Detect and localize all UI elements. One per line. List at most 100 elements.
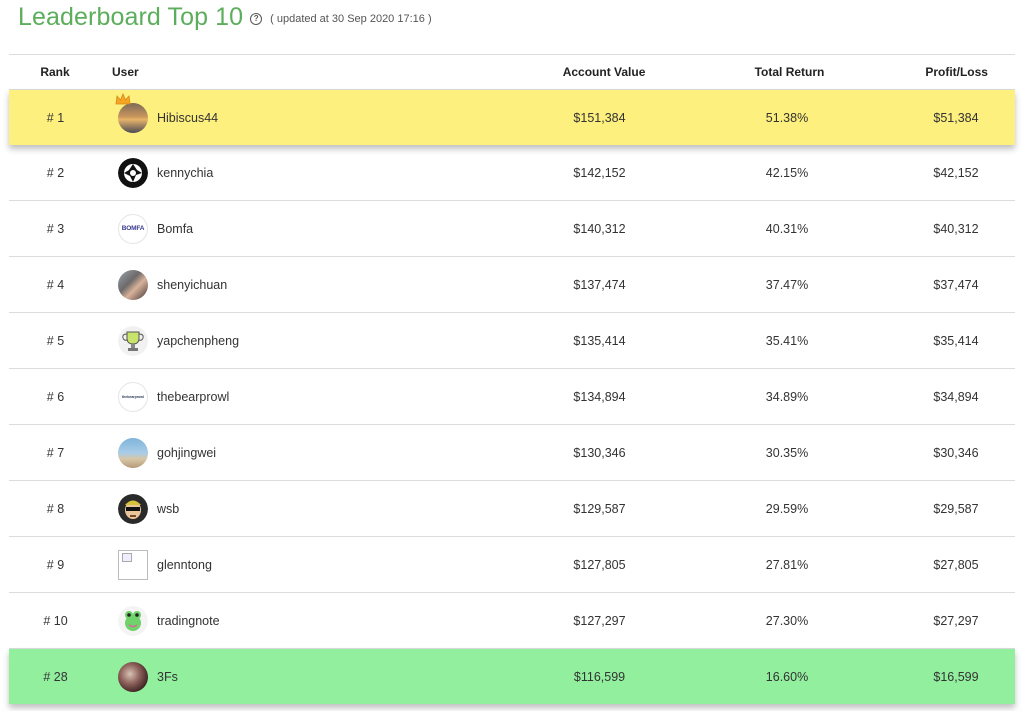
total-return-cell: 30.35%: [765, 445, 809, 460]
user-cell: BOMFA Bomfa: [102, 213, 522, 244]
total-return-cell: 34.89%: [765, 389, 809, 404]
account-value-cell: $135,414: [573, 333, 626, 348]
account-value-cell: $142,152: [573, 165, 626, 180]
avatar[interactable]: [118, 493, 148, 524]
aperture-icon: [118, 157, 148, 188]
username[interactable]: tradingnote: [157, 613, 220, 628]
avatar[interactable]: [118, 605, 148, 636]
avatar[interactable]: [118, 325, 148, 356]
username[interactable]: glenntong: [157, 557, 212, 572]
current-user-row[interactable]: # 28 3Fs $116,599 16.60% $16,599: [9, 649, 1015, 704]
broken-image-icon[interactable]: [118, 549, 148, 580]
user-cell: shenyichuan: [102, 269, 522, 300]
profit-loss-cell: $30,346: [933, 445, 979, 460]
table-row[interactable]: # 4 shenyichuan $137,474 37.47% $37,474: [9, 257, 1015, 313]
user-cell: thebearprowl thebearprowl: [102, 381, 522, 412]
user-cell: gohjingwei: [102, 437, 522, 468]
profit-loss-cell: $35,414: [933, 333, 979, 348]
column-header-total-return: Total Return: [754, 65, 825, 79]
rank-cell: # 5: [46, 333, 65, 348]
rank-cell: # 3: [46, 221, 65, 236]
username[interactable]: shenyichuan: [157, 277, 228, 292]
total-return-cell: 16.60%: [765, 669, 809, 684]
username[interactable]: yapchenpheng: [157, 333, 240, 348]
username[interactable]: gohjingwei: [157, 445, 217, 460]
leaderboard-table: Rank User Account Value Total Return Pro…: [9, 54, 1015, 704]
total-return-cell: 35.41%: [765, 333, 809, 348]
total-return-cell: 29.59%: [765, 501, 809, 516]
table-row[interactable]: # 1 Hibiscus44 $151,384 51.38% $51,384: [9, 90, 1015, 145]
rank-cell: # 1: [46, 110, 65, 125]
total-return-cell: 37.47%: [765, 277, 809, 292]
account-value-cell: $134,894: [573, 389, 626, 404]
profit-loss-cell: $27,297: [933, 613, 979, 628]
help-icon[interactable]: ?: [250, 12, 263, 25]
account-value-cell: $140,312: [573, 221, 626, 236]
table-row[interactable]: # 5 yapchenpheng $135,414 35.41% $35,414: [9, 313, 1015, 369]
trophy-icon: [118, 325, 148, 356]
user-cell: wsb: [102, 493, 522, 524]
profit-loss-cell: $40,312: [933, 221, 979, 236]
total-return-cell: 27.30%: [765, 613, 809, 628]
avatar-logo-text: BOMFA: [121, 225, 145, 232]
avatar[interactable]: [115, 92, 148, 133]
total-return-cell: 42.15%: [765, 165, 809, 180]
profit-loss-cell: $51,384: [933, 110, 979, 125]
avatar-logo-text: thebearprowl: [122, 394, 144, 399]
rank-cell: # 4: [46, 277, 65, 292]
profit-loss-cell: $34,894: [933, 389, 979, 404]
account-value-cell: $130,346: [573, 445, 626, 460]
column-header-user: User: [111, 65, 139, 79]
user-cell: Hibiscus44: [102, 92, 522, 133]
avatar[interactable]: thebearprowl: [118, 381, 148, 412]
page-title: Leaderboard Top 10: [18, 2, 244, 31]
updated-timestamp: ( updated at 30 Sep 2020 17:16 ): [270, 13, 432, 25]
account-value-cell: $129,587: [573, 501, 626, 516]
avatar[interactable]: BOMFA: [118, 213, 148, 244]
username[interactable]: Bomfa: [157, 221, 194, 236]
total-return-cell: 27.81%: [765, 557, 809, 572]
account-value-cell: $151,384: [573, 110, 626, 125]
username[interactable]: Hibiscus44: [157, 110, 219, 125]
rank-cell: # 7: [46, 445, 65, 460]
avatar[interactable]: [118, 157, 148, 188]
avatar[interactable]: [118, 661, 148, 692]
account-value-cell: $127,297: [573, 613, 626, 628]
table-row[interactable]: # 7 gohjingwei $130,346 30.35% $30,346: [9, 425, 1015, 481]
user-cell: yapchenpheng: [102, 325, 522, 356]
username[interactable]: wsb: [157, 501, 180, 516]
avatar[interactable]: [118, 269, 148, 300]
table-row[interactable]: # 3 BOMFA Bomfa $140,312 40.31% $40,312: [9, 201, 1015, 257]
rank-cell: # 8: [46, 501, 65, 516]
profit-loss-cell: $42,152: [933, 165, 979, 180]
table-row[interactable]: # 9 glenntong $127,805 27.81% $27,805: [9, 537, 1015, 593]
rank-cell: # 28: [43, 669, 68, 684]
crown-icon: [115, 92, 131, 104]
username[interactable]: 3Fs: [157, 669, 178, 684]
frog-mascot-icon: [118, 605, 148, 636]
avatar[interactable]: [118, 437, 148, 468]
rank-cell: # 2: [46, 165, 65, 180]
account-value-cell: $137,474: [573, 277, 626, 292]
rank-cell: # 6: [46, 389, 65, 404]
profit-loss-cell: $37,474: [933, 277, 979, 292]
table-row[interactable]: # 8 wsb $129,587 29.59% $29,587: [9, 481, 1015, 537]
total-return-cell: 40.31%: [765, 221, 809, 236]
profit-loss-cell: $29,587: [933, 501, 979, 516]
rank-cell: # 9: [46, 557, 65, 572]
column-header-account-value: Account Value: [562, 65, 646, 79]
column-header-rank: Rank: [40, 65, 70, 79]
table-row[interactable]: # 6 thebearprowl thebearprowl $134,894 3…: [9, 369, 1015, 425]
username[interactable]: thebearprowl: [157, 389, 230, 404]
table-row[interactable]: # 10 tradingnote $127,297 27.30% $27,297: [9, 593, 1015, 649]
username[interactable]: kennychia: [157, 165, 214, 180]
profit-loss-cell: $27,805: [933, 557, 979, 572]
total-return-cell: 51.38%: [765, 110, 809, 125]
user-cell: kennychia: [102, 157, 522, 188]
column-header-profit-loss: Profit/Loss: [925, 65, 988, 79]
page-header: Leaderboard Top 10 ? ( updated at 30 Sep…: [18, 0, 432, 34]
table-row[interactable]: # 2 kennychia $142,152 42.15% $42,152: [9, 145, 1015, 201]
account-value-cell: $116,599: [573, 669, 626, 684]
face-avatar-icon: [118, 493, 148, 524]
user-cell: tradingnote: [102, 605, 522, 636]
